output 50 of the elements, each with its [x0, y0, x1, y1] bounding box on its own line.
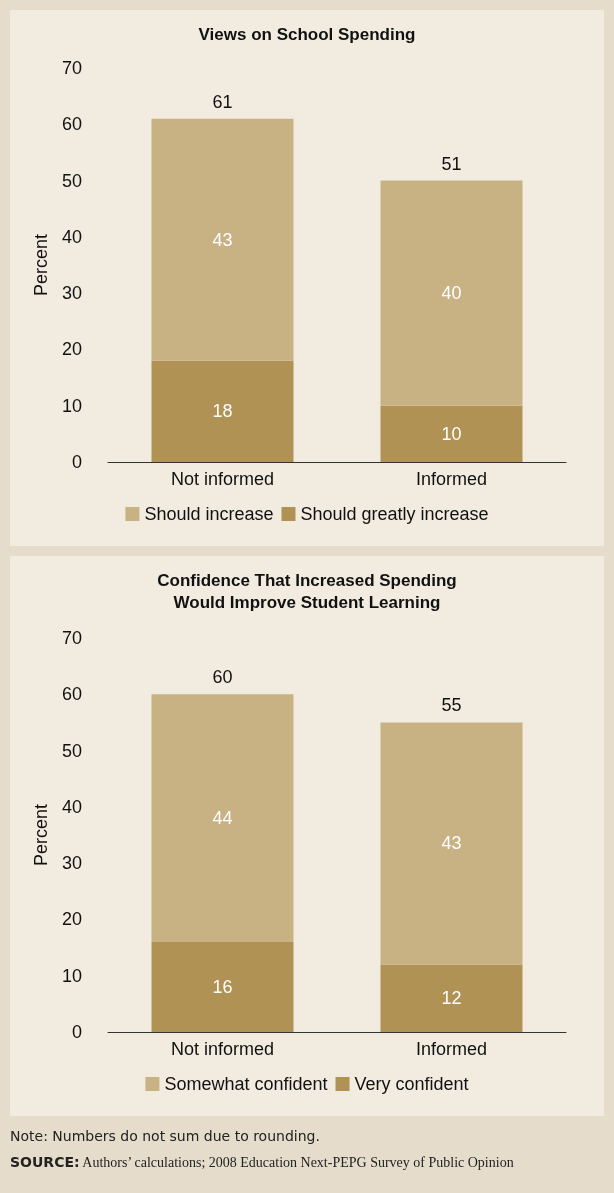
bar	[151, 360, 294, 462]
source-note: SOURCE: Authors’ calculations; 2008 Education Next-PEPG Survey of Public Opinion	[10, 1154, 514, 1170]
y-tick-label: 10	[61, 965, 82, 986]
bar	[380, 180, 523, 406]
bar	[380, 405, 523, 462]
chart-title: Views on School Spending	[198, 24, 416, 44]
legend-label: Very confident	[354, 1074, 469, 1094]
y-tick-label: 0	[71, 1022, 82, 1042]
legend-label: Somewhat confident	[164, 1074, 328, 1094]
chart-title: Confidence That Increased Spending Would Improve Student Learning	[157, 570, 457, 612]
x-tick-label: Not informed	[170, 469, 275, 489]
data-label: 12	[441, 988, 462, 1009]
total-label: 51	[441, 153, 462, 174]
y-tick-label: 40	[61, 796, 82, 817]
data-label: 43	[441, 833, 462, 854]
data-label: 44	[212, 808, 233, 829]
total-label: 55	[441, 695, 462, 716]
y-tick-label: 20	[61, 339, 82, 360]
y-tick-label: 30	[61, 283, 82, 304]
data-label: 43	[212, 229, 233, 250]
data-label: 18	[212, 401, 233, 422]
bar	[151, 694, 294, 942]
total-label: 60	[212, 667, 233, 688]
x-tick-label: Informed	[415, 1039, 488, 1059]
y-tick-label: 50	[61, 740, 82, 761]
bar	[380, 964, 523, 1032]
legend-label: Should increase	[144, 504, 274, 524]
y-tick-label: 10	[61, 395, 82, 416]
y-axis-title: Percent	[31, 233, 51, 297]
x-tick-label: Not informed	[170, 1039, 275, 1059]
y-tick-label: 60	[61, 114, 82, 135]
y-tick-label: 20	[61, 909, 82, 930]
data-label: 10	[441, 423, 462, 444]
data-label: 40	[441, 283, 462, 304]
y-tick-label: 0	[71, 452, 82, 472]
legend-label: Should greatly increase	[300, 504, 489, 524]
bar	[151, 941, 294, 1032]
y-tick-label: 40	[61, 226, 82, 247]
y-tick-label: 50	[61, 170, 82, 191]
bar	[380, 722, 523, 965]
y-axis-title: Percent	[31, 803, 51, 867]
data-label: 16	[212, 976, 233, 997]
x-tick-label: Informed	[415, 469, 488, 489]
text: Note: Numbers do not sum due to rounding.	[10, 1128, 321, 1144]
bar	[151, 118, 294, 361]
y-tick-label: 70	[61, 628, 82, 648]
y-tick-label: 70	[61, 58, 82, 78]
total-label: 61	[212, 91, 233, 112]
y-tick-label: 60	[61, 684, 82, 705]
y-tick-label: 30	[61, 853, 82, 874]
